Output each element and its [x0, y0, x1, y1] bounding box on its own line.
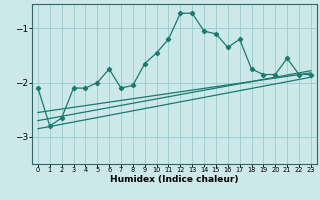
X-axis label: Humidex (Indice chaleur): Humidex (Indice chaleur)	[110, 175, 239, 184]
